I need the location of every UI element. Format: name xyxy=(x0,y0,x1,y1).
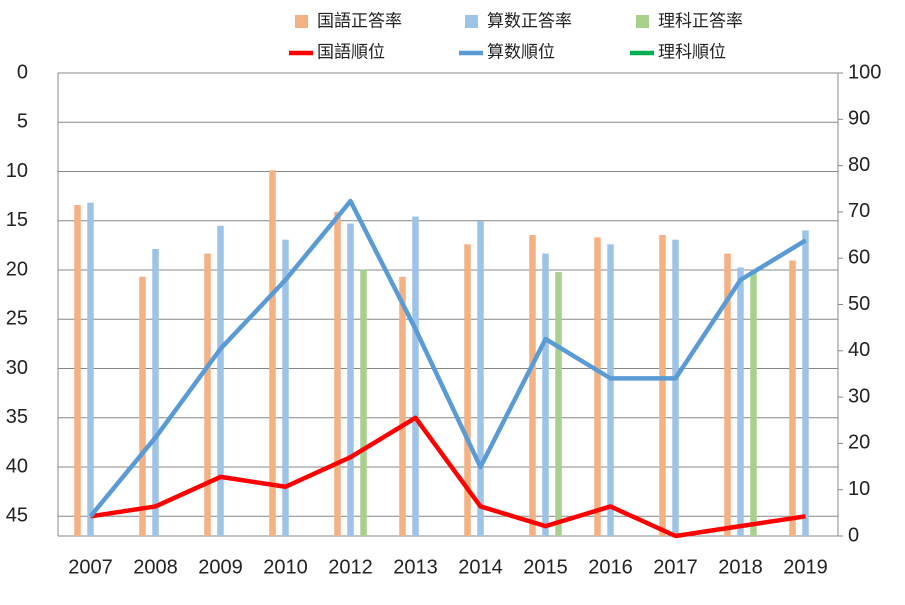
x-tick-label: 2019 xyxy=(783,556,828,578)
line xyxy=(88,198,807,518)
y-tick-label: 15 xyxy=(6,209,28,231)
y2-tick-label: 70 xyxy=(848,200,870,222)
y-tick-label: 40 xyxy=(6,455,28,477)
y-tick-label: 45 xyxy=(6,505,28,527)
x-tick-label: 2010 xyxy=(263,556,308,578)
y2-tick-label: 10 xyxy=(848,478,870,500)
y-tick-label: 20 xyxy=(6,258,28,280)
bar xyxy=(204,253,211,536)
x-tick-label: 2015 xyxy=(523,556,568,578)
y-tick-label: 0 xyxy=(17,61,28,83)
bar xyxy=(477,221,484,536)
y2-tick-label: 90 xyxy=(848,108,870,130)
bar xyxy=(529,235,536,537)
bar xyxy=(139,276,146,536)
x-tick-label: 2014 xyxy=(458,556,503,578)
legend-label: 国語正答率 xyxy=(317,11,402,30)
x-tick-label: 2017 xyxy=(653,556,698,578)
legend-label: 算数順位 xyxy=(487,42,555,61)
y-tick-label: 5 xyxy=(17,111,28,133)
x-tick-label: 2013 xyxy=(393,556,438,578)
line xyxy=(90,415,806,539)
legend-label: 国語順位 xyxy=(317,42,385,61)
bar xyxy=(542,253,549,536)
bar xyxy=(802,230,809,537)
legend-swatch xyxy=(465,15,478,28)
y2-tick-label: 20 xyxy=(848,432,870,454)
bar xyxy=(737,267,744,536)
bar xyxy=(464,244,471,536)
bar xyxy=(282,239,289,536)
x-tick-label: 2016 xyxy=(588,556,633,578)
bar xyxy=(334,211,341,536)
y2-tick-label: 100 xyxy=(848,61,881,83)
x-tick-label: 2009 xyxy=(198,556,243,578)
bar xyxy=(789,260,796,536)
legend-label: 理科順位 xyxy=(658,42,726,61)
bar xyxy=(360,269,367,536)
y2-tick-label: 60 xyxy=(848,246,870,268)
bar xyxy=(659,235,666,537)
x-tick-label: 2018 xyxy=(718,556,763,578)
bar xyxy=(607,244,614,536)
bar xyxy=(347,223,354,536)
bar xyxy=(399,276,406,536)
bar xyxy=(724,253,731,536)
y2-tick-label: 50 xyxy=(848,293,870,315)
y-tick-label: 30 xyxy=(6,357,28,379)
bar xyxy=(87,202,94,536)
y-tick-label: 10 xyxy=(6,160,28,182)
legend-swatch xyxy=(636,15,649,28)
bar xyxy=(672,239,679,536)
y2-tick-label: 30 xyxy=(848,385,870,407)
y-tick-label: 35 xyxy=(6,406,28,428)
bar xyxy=(152,248,159,536)
bar xyxy=(217,225,224,537)
y2-tick-label: 40 xyxy=(848,339,870,361)
x-tick-label: 2007 xyxy=(68,556,113,578)
y-tick-label: 25 xyxy=(6,308,28,330)
x-tick-label: 2008 xyxy=(133,556,178,578)
legend-label: 算数正答率 xyxy=(487,11,572,30)
bar xyxy=(412,216,419,536)
x-tick-label: 2012 xyxy=(328,556,373,578)
bar xyxy=(594,237,601,537)
bar xyxy=(269,170,276,537)
legend-label: 理科正答率 xyxy=(658,11,743,30)
legend-swatch xyxy=(295,15,308,28)
y2-tick-label: 0 xyxy=(848,524,859,546)
bar xyxy=(74,204,81,536)
bar xyxy=(555,272,562,536)
bar xyxy=(750,272,757,536)
y2-tick-label: 80 xyxy=(848,154,870,176)
